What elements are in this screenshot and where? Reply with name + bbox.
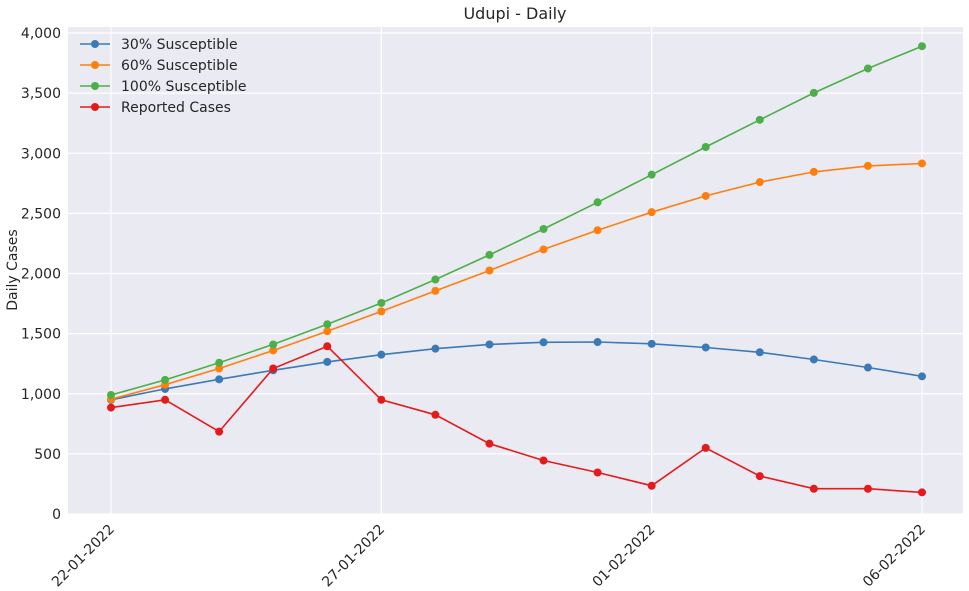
data-point (593, 198, 602, 207)
legend-label: Reported Cases (121, 100, 231, 116)
grid (68, 27, 963, 515)
data-point (539, 245, 548, 254)
data-point (863, 363, 872, 372)
x-tick-label: 01-02-2022 (590, 522, 659, 591)
y-axis: 0 500 1,000 1,500 2,000 2,500 3,000 3,500 4,000 (21, 26, 61, 523)
legend-item: 60% Susceptible (80, 58, 238, 74)
data-point (431, 275, 440, 284)
data-point (809, 355, 818, 364)
data-point (215, 375, 224, 384)
legend-item: 30% Susceptible (80, 37, 238, 53)
data-point (647, 339, 656, 348)
y-tick-label: 1,500 (21, 327, 61, 343)
data-point (377, 395, 386, 404)
data-point (863, 484, 872, 493)
chart-title: Udupi - Daily (463, 4, 566, 23)
data-point (215, 427, 224, 436)
data-point (485, 340, 494, 349)
legend-item: 100% Susceptible (80, 79, 247, 95)
data-point (323, 320, 332, 329)
x-tick-label: 06-02-2022 (860, 522, 929, 591)
legend-item: Reported Cases (80, 100, 231, 116)
legend-marker (91, 40, 99, 48)
data-point (647, 208, 656, 217)
legend-label: 60% Susceptible (121, 58, 238, 74)
data-point (431, 286, 440, 295)
data-point (377, 298, 386, 307)
data-point (161, 395, 170, 404)
x-tick-label: 22-01-2022 (49, 522, 118, 591)
y-axis-label: Daily Cases (5, 229, 21, 310)
data-point (485, 250, 494, 259)
data-point (431, 344, 440, 353)
y-tick-label: 3,500 (21, 86, 61, 102)
legend-marker (91, 103, 99, 111)
legend-label: 30% Susceptible (121, 37, 238, 53)
data-point (647, 170, 656, 179)
data-point (809, 88, 818, 97)
data-point (269, 340, 278, 349)
data-point (863, 161, 872, 170)
data-point (701, 343, 710, 352)
series-layer (107, 42, 926, 497)
series-line (110, 162, 923, 400)
data-point (215, 358, 224, 367)
legend-marker (91, 61, 99, 69)
series-line (110, 345, 923, 494)
data-point (863, 64, 872, 73)
y-tick-label: 3,000 (21, 146, 61, 162)
data-point (485, 266, 494, 275)
data-point (593, 226, 602, 235)
data-point (431, 410, 440, 419)
data-point (539, 338, 548, 347)
data-point (377, 307, 386, 316)
data-point (377, 350, 386, 359)
data-point (539, 225, 548, 234)
series-line (110, 45, 923, 396)
data-point (809, 167, 818, 176)
series-line (110, 341, 923, 401)
data-point (323, 357, 332, 366)
data-point (647, 481, 656, 490)
data-point (918, 159, 926, 168)
y-tick-label: 1,000 (21, 387, 61, 403)
legend: 30% Susceptible 60% Susceptible 100% Susce… (80, 37, 247, 116)
data-point (755, 472, 764, 481)
data-point (918, 42, 926, 51)
data-point (918, 488, 926, 497)
data-point (918, 372, 926, 381)
y-tick-label: 0 (52, 507, 61, 523)
data-point (701, 443, 710, 452)
data-point (539, 456, 548, 465)
data-point (485, 439, 494, 448)
y-tick-label: 2,500 (21, 206, 61, 222)
series-3 (107, 342, 926, 497)
data-point (593, 468, 602, 477)
data-point (755, 178, 764, 187)
data-point (269, 346, 278, 355)
data-point (323, 327, 332, 336)
data-point (107, 390, 115, 399)
y-tick-label: 500 (34, 447, 61, 463)
legend-marker (91, 82, 99, 90)
legend-label: 100% Susceptible (121, 79, 247, 95)
series-2 (107, 42, 926, 399)
data-point (215, 364, 224, 373)
x-axis: 22-01-2022 27-01-2022 01-02-2022 06-02-2022 (49, 522, 929, 591)
data-point (755, 115, 764, 124)
data-point (107, 403, 115, 412)
y-tick-label: 4,000 (21, 26, 61, 42)
data-point (701, 191, 710, 200)
data-point (161, 375, 170, 384)
data-point (323, 342, 332, 351)
data-point (269, 364, 278, 373)
data-point (809, 484, 818, 493)
data-point (701, 142, 710, 151)
x-tick-label: 27-01-2022 (319, 522, 388, 591)
data-point (593, 338, 602, 347)
data-point (755, 348, 764, 357)
y-tick-label: 2,000 (21, 267, 61, 283)
